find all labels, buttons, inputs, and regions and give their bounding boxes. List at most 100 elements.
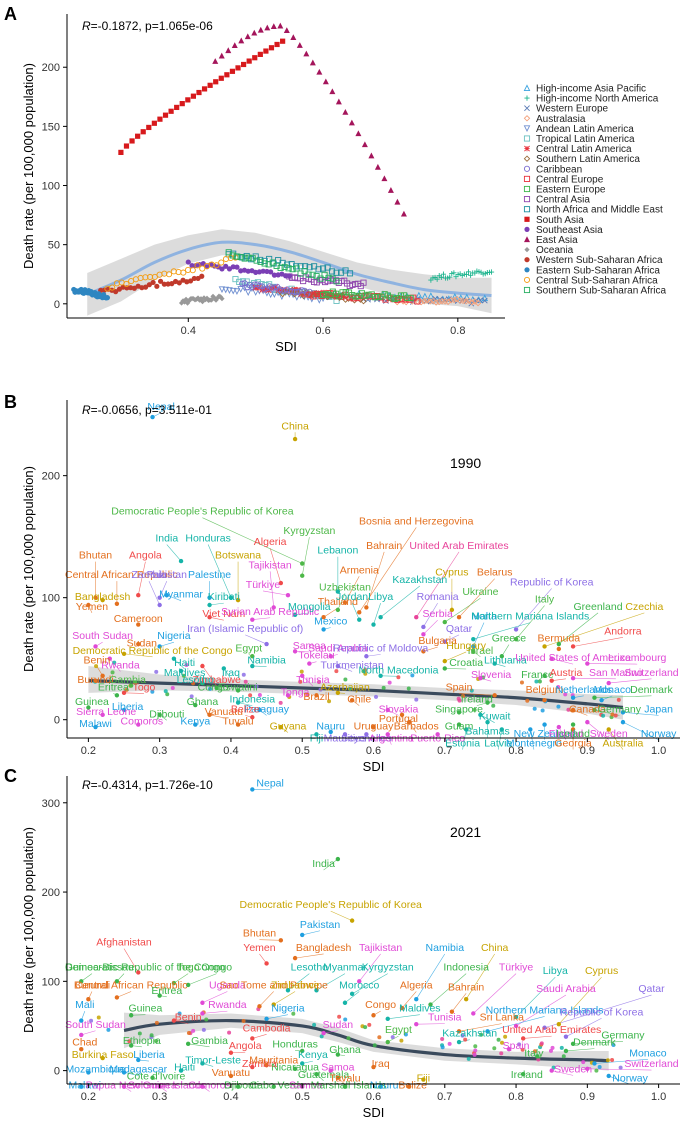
legend-entry: Central Sub-Saharan Africa [536,275,658,286]
x-axis-title: SDI [275,339,297,354]
leader-line [530,729,535,750]
data-point [254,684,259,689]
data-point [237,254,244,261]
legend-marker [523,115,531,122]
stat-r-symbol: R [82,19,91,33]
data-point [320,265,327,272]
data-point [271,1002,276,1007]
country-label: Democratic People's Republic of Korea [111,506,294,518]
data-point [432,299,440,306]
country-label: Namibia [426,942,465,954]
data-point [570,722,576,727]
data-point [336,294,343,301]
data-point [129,138,135,144]
country-label: Bahamas [465,725,509,737]
data-point [136,722,141,727]
data-point [349,697,355,703]
data-point [289,266,296,273]
data-point [201,86,208,92]
panel-b: Nepal China Democratic People's Republic o… [4,392,680,774]
country-label: Mexico [314,616,347,628]
data-point [86,602,91,608]
country-label: Central African Republic [75,979,188,991]
country-label: Guinea [128,1003,162,1015]
data-point [447,1041,452,1046]
country-label: Sweden [554,1063,592,1075]
legend-marker [524,247,530,253]
data-point [406,296,413,303]
country-label: Lebanon [317,545,358,557]
data-point [199,265,206,272]
data-point [227,1030,232,1035]
x-tick-label: 0.3 [152,1091,167,1103]
data-point [319,1034,324,1039]
country-label: Finland [549,728,584,740]
country-label: Libya [543,965,568,977]
leader-line [473,973,517,1014]
country-label: Namibia [247,655,286,667]
data-point [177,1011,182,1016]
country-label: Zimbabwe [192,674,241,686]
data-point [136,593,141,598]
leader-line [252,665,267,667]
data-point [391,295,398,303]
leader-lines [88,412,659,750]
data-point [299,287,306,294]
data-point [314,988,319,993]
data-point [264,641,269,647]
leader-line [594,1059,648,1064]
data-point [314,732,319,737]
leader-line [202,665,217,687]
country-label: Estonia [445,738,480,750]
x-tick-label: 0.8 [508,745,523,757]
country-label: Chile [347,694,371,706]
country-label: Bahrain [366,540,402,552]
data-point [616,697,621,702]
data-point [229,287,237,295]
leader-lines [80,789,652,1092]
leader-line [238,702,253,706]
leader-line [159,581,168,598]
legend-entry: Eastern Sub-Saharan Africa [536,265,660,276]
data-point [540,708,545,713]
data-point [460,1033,465,1038]
leader-line [269,548,282,584]
leader-line [323,1030,338,1034]
data-point [300,1061,305,1066]
country-label: Tajikistan [249,559,292,571]
country-label: Malawi [79,718,112,730]
legend-marker [523,165,531,172]
country-label: Kyrgyzstan [283,525,335,537]
data-point [570,695,576,700]
data-point [235,722,241,727]
leader-line [515,588,552,630]
fit-line [123,1019,609,1063]
data-point [257,26,264,33]
data-point [477,297,484,304]
country-label: Eswatini [219,681,258,693]
data-point [456,722,462,727]
data-point [513,1023,519,1029]
data-point [219,296,225,302]
legend-marker [524,257,530,263]
data-point [472,1052,477,1057]
correlation-stat: R=-0.4314, p=1.726e-10 [82,778,213,792]
leader-line [401,991,417,1009]
country-label: Sri Lanka [480,1012,525,1024]
country-label: Republic of Korea [510,576,594,588]
data-point [86,705,91,710]
data-point [563,1048,569,1054]
y-axis-title: Death rate (per 100,000 population) [21,63,36,269]
leader-line [373,603,381,625]
data-point [309,59,316,66]
data-point [585,1066,590,1072]
data-point [185,982,191,988]
data-point [210,293,216,299]
country-label: Cote d'Ivoire [127,1071,186,1083]
data-point [362,292,369,299]
leader-line [159,641,175,647]
data-point [181,673,186,678]
country-label: Canada [569,703,606,715]
data-point [381,291,388,298]
legend-marker [524,236,530,243]
